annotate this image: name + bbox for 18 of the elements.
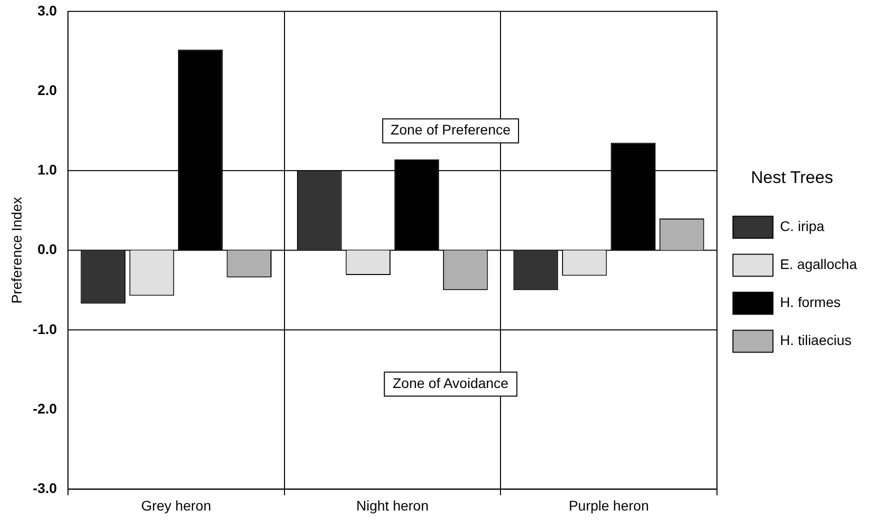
legend-label: C. iripa bbox=[780, 218, 825, 234]
y-tick-label: -2.0 bbox=[32, 400, 58, 416]
x-tick-label: Grey heron bbox=[141, 497, 212, 514]
y-tick-label: 3.0 bbox=[37, 2, 58, 18]
annotation: Zone of Avoidance bbox=[392, 374, 509, 391]
annotation: Zone of Preference bbox=[390, 122, 511, 138]
y-tick-label: 2.0 bbox=[37, 82, 58, 98]
legend-label: E. agallocha bbox=[780, 256, 858, 272]
x-tick-label: Purple heron bbox=[568, 497, 649, 514]
legend-title: Nest Trees bbox=[750, 168, 834, 187]
legend-label: H. tiliaecius bbox=[780, 332, 852, 348]
y-tick-label: 0.0 bbox=[37, 241, 58, 258]
y-axis-title: Preference Index bbox=[8, 196, 24, 304]
legend-label: H. formes bbox=[780, 294, 841, 310]
x-tick-label: Night heron bbox=[356, 497, 429, 514]
y-tick-label: 1.0 bbox=[37, 162, 58, 178]
y-tick-label: -1.0 bbox=[32, 320, 58, 337]
y-tick-label: -3.0 bbox=[32, 480, 58, 496]
